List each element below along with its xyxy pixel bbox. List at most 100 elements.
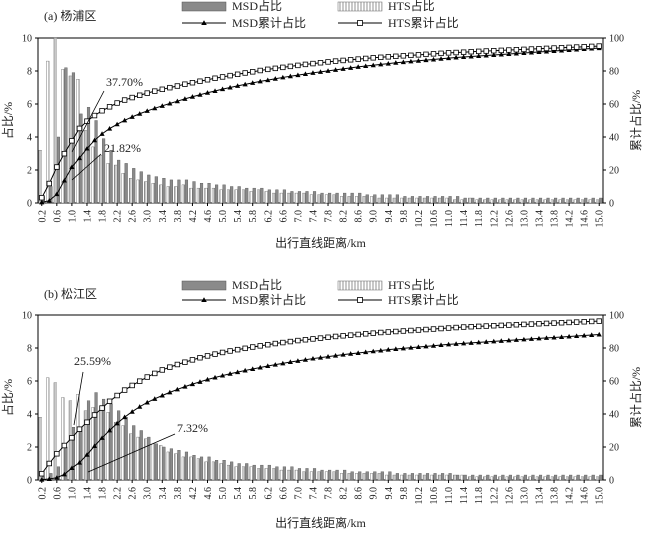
hts-bar [377, 197, 381, 204]
hts-cum-point [249, 69, 256, 75]
x-tick-label: 11.0 [444, 487, 455, 504]
hts-cum-point [483, 323, 489, 329]
msd-cum-point [528, 336, 535, 341]
hts-cum-point [400, 53, 407, 59]
msd-cum-point [415, 344, 422, 350]
hts-cum-point [219, 349, 226, 356]
x-tick-label: 13.0 [519, 210, 530, 228]
msd-bar [267, 189, 271, 204]
hts-bar [437, 197, 442, 204]
y-right-tick-label: 100 [609, 311, 624, 322]
hts-bar [272, 468, 276, 481]
msd-cum-point [302, 71, 309, 76]
y-right-tick-label: 80 [609, 67, 619, 78]
hts-bar [159, 445, 163, 481]
y-left-axis-title: 占比/% [0, 379, 15, 416]
y-right-tick-label: 100 [609, 34, 624, 45]
msd-cum-point [393, 60, 399, 65]
x-tick-label: 3.0 [143, 210, 154, 223]
y-left-tick-label: 10 [22, 34, 32, 45]
x-tick-label: 12.6 [504, 487, 515, 505]
hts-cum-point [204, 77, 211, 83]
hts-cum-point [558, 320, 565, 326]
msd-cum-point [483, 52, 489, 58]
msd-bar [86, 400, 91, 481]
hts-bar [475, 476, 479, 481]
hts-bar [151, 443, 155, 481]
msd-cum-point [423, 57, 429, 63]
msd-bar [64, 67, 68, 204]
hts-cum-point [159, 86, 165, 93]
x-tick-label: 8.2 [339, 487, 350, 500]
hts-cum-point [536, 46, 542, 52]
hts-cum-point [573, 44, 580, 50]
x-tick-label: 6.2 [263, 487, 274, 500]
hts-cum-point [242, 345, 248, 352]
annotation-label: 37.70% [106, 75, 143, 89]
hts-bar [249, 466, 253, 481]
msd-bar [162, 178, 166, 204]
msd-cum-point [325, 353, 331, 359]
hts-bar [430, 197, 434, 204]
hts-cum-point [219, 74, 226, 80]
hts-bar [415, 197, 419, 204]
msd-cum-point [152, 105, 158, 111]
y-left-tick-label: 6 [27, 377, 32, 388]
msd-bar [395, 194, 399, 204]
hts-cum-point [362, 55, 369, 62]
msd-bar [124, 163, 128, 204]
hts-cum-point [460, 49, 467, 55]
msd-bar [546, 197, 550, 204]
hts-bar [287, 192, 291, 204]
hts-bar [324, 194, 329, 204]
hts-cum-point [438, 50, 444, 57]
msd-cum-point [513, 337, 519, 342]
hts-bar [437, 474, 442, 481]
msd-bar [554, 197, 558, 204]
x-tick-label: 5.4 [233, 210, 244, 223]
hts-bar [38, 417, 42, 481]
msd-bar [245, 463, 249, 481]
msd-cum-point [99, 435, 105, 440]
x-tick-label: 3.0 [143, 487, 154, 500]
msd-cum-point [378, 347, 384, 353]
hts-cum-point [430, 51, 437, 57]
hts-bar [121, 173, 125, 204]
hts-cum-point [152, 370, 158, 377]
hts-cum-point [136, 378, 143, 384]
x-tick-label: 1.4 [82, 487, 93, 500]
y-left-tick-label: 10 [22, 311, 32, 322]
x-tick-label: 2.6 [128, 487, 139, 500]
hts-bar [550, 199, 555, 204]
msd-bar [267, 464, 271, 481]
hts-bar [242, 189, 246, 204]
y-right-tick-label: 40 [609, 410, 619, 421]
x-tick-label: 11.8 [474, 487, 485, 504]
x-tick-label: 9.4 [384, 210, 395, 223]
x-tick-label: 13.8 [550, 210, 561, 228]
msd-cum-point [39, 199, 45, 205]
hts-cum-point [453, 49, 459, 56]
msd-bar [554, 474, 558, 481]
y-right-tick-label: 20 [609, 443, 619, 454]
hts-bar [558, 476, 562, 481]
x-tick-label: 10.6 [429, 487, 440, 505]
msd-cum-point [566, 333, 572, 339]
msd-bar [456, 196, 460, 204]
msd-cum-point [227, 371, 233, 376]
hts-cum-point [393, 328, 399, 335]
msd-cum-point [506, 51, 512, 57]
y-right-tick-label: 0 [609, 476, 614, 487]
msd-cum-point [46, 198, 52, 203]
msd-bar [320, 192, 324, 204]
hts-bar [468, 197, 472, 204]
msd-bar [237, 463, 241, 481]
y-left-tick-label: 4 [27, 410, 32, 421]
msd-bar [569, 197, 573, 204]
x-tick-label: 6.2 [263, 210, 274, 223]
msd-cum-point [363, 63, 369, 69]
x-axis-title: 出行直线距离/km [275, 235, 366, 250]
msd-cum-point [242, 81, 248, 87]
hts-cum-point [468, 324, 474, 330]
